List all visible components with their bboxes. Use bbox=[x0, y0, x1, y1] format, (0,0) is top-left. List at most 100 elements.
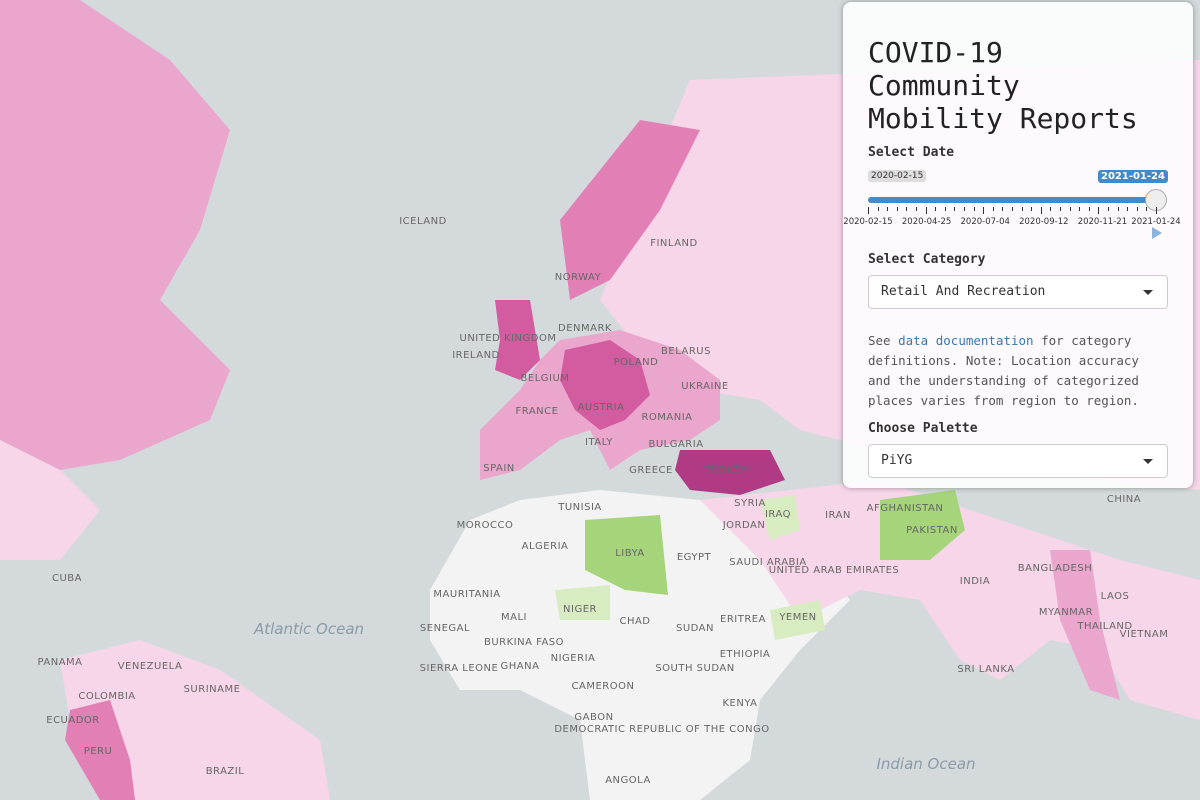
slider-tick-label: 2020-11-21 bbox=[1077, 217, 1128, 227]
date-slider[interactable]: 2020-02-15 2021-01-24 2020-02-15 2020-04-25… bbox=[843, 164, 1181, 239]
map-label: DENMARK bbox=[558, 323, 612, 334]
map-label: Atlantic Ocean bbox=[253, 620, 364, 638]
map-label: PERU bbox=[84, 746, 113, 757]
map-label: YEMEN bbox=[778, 612, 816, 623]
map-label: LIBYA bbox=[615, 548, 645, 559]
map-label: UNITED ARAB EMIRATES bbox=[769, 565, 900, 576]
map-label: INDIA bbox=[960, 576, 990, 587]
slider-minor-tick bbox=[868, 207, 869, 214]
documentation-link[interactable]: data documentation bbox=[898, 333, 1034, 348]
map-label: BANGLADESH bbox=[1018, 563, 1092, 574]
slider-minor-tick bbox=[944, 207, 946, 211]
category-select[interactable]: Retail And Recreation bbox=[868, 275, 1168, 309]
slider-minor-tick bbox=[1098, 207, 1100, 214]
slider-minor-tick bbox=[954, 207, 956, 211]
map-label: ITALY bbox=[585, 437, 613, 448]
map-label: MAURITANIA bbox=[433, 589, 500, 600]
map-label: EGYPT bbox=[677, 552, 712, 563]
map-label: IRELAND bbox=[452, 350, 500, 361]
map-label: PAKISTAN bbox=[906, 525, 958, 536]
map-label: JORDAN bbox=[722, 520, 766, 531]
map-label: CHINA bbox=[1107, 494, 1141, 505]
slider-minor-tick bbox=[1079, 207, 1081, 211]
map-label: THAILAND bbox=[1076, 621, 1132, 632]
note-prefix: See bbox=[868, 333, 899, 348]
map-label: LAOS bbox=[1101, 591, 1130, 602]
palette-select[interactable]: PiYG bbox=[868, 444, 1168, 478]
map-label: DEMOCRATIC REPUBLIC OF THE CONGO bbox=[554, 724, 769, 735]
slider-minor-tick bbox=[1108, 207, 1109, 211]
map-label: AFGHANISTAN bbox=[867, 503, 944, 514]
slider-minor-tick bbox=[1088, 207, 1090, 211]
date-label: Select Date bbox=[868, 145, 955, 160]
map-label: ROMANIA bbox=[641, 412, 692, 423]
slider-minor-tick bbox=[1146, 207, 1148, 211]
slider-minor-tick bbox=[983, 207, 985, 214]
map-label: MOROCCO bbox=[457, 520, 514, 531]
slider-minor-tick bbox=[964, 207, 965, 211]
slider-minor-tick bbox=[1117, 207, 1119, 211]
map-label: IRAN bbox=[825, 510, 851, 521]
map-label: NIGERIA bbox=[551, 653, 596, 664]
map-label: CHAD bbox=[619, 616, 650, 627]
slider-minor-tick bbox=[925, 207, 927, 214]
control-panel: COVID-19 Community Mobility Reports Sele… bbox=[843, 2, 1193, 488]
slider-minor-tick bbox=[1050, 207, 1052, 211]
map-label: SRI LANKA bbox=[957, 664, 1014, 675]
map-label: UNITED KINGDOM bbox=[460, 333, 557, 344]
slider-minor-tick bbox=[973, 207, 975, 211]
slider-minor-tick bbox=[916, 207, 917, 211]
category-label: Select Category bbox=[868, 252, 986, 267]
map-label: ALGERIA bbox=[522, 541, 569, 552]
map-label: BELARUS bbox=[661, 346, 711, 357]
slider-minor-tick bbox=[1040, 207, 1042, 214]
map-label: SENEGAL bbox=[420, 623, 470, 634]
slider-tick-label: 2020-04-25 bbox=[901, 217, 952, 227]
play-button[interactable] bbox=[1152, 227, 1162, 239]
slider-tick-label: 2020-02-15 bbox=[843, 217, 893, 227]
slider-minor-tick bbox=[1069, 207, 1071, 211]
slider-bar bbox=[868, 197, 1156, 203]
slider-minor-tick bbox=[935, 207, 937, 211]
map-label: GABON bbox=[574, 712, 613, 723]
slider-minor-tick bbox=[992, 207, 994, 211]
map-label: SUDAN bbox=[676, 623, 714, 634]
map-label: Indian Ocean bbox=[876, 755, 975, 773]
slider-tick-label: 2020-07-04 bbox=[960, 217, 1010, 227]
map-label: SYRIA bbox=[734, 498, 766, 509]
map-label: ERITREA bbox=[720, 614, 766, 625]
slider-minor-tick bbox=[1031, 207, 1033, 211]
slider-minor-tick bbox=[1060, 207, 1061, 211]
map-label: VENEZUELA bbox=[118, 661, 183, 672]
map-label: SOUTH SUDAN bbox=[655, 663, 734, 674]
slider-minor-tick bbox=[877, 207, 879, 211]
map-label: MALI bbox=[501, 612, 527, 623]
map-label: SPAIN bbox=[483, 463, 515, 474]
map-label: SURINAME bbox=[184, 684, 241, 695]
note-suffix: for category definitions. Note: Location… bbox=[868, 333, 1139, 408]
slider-minor-tick bbox=[887, 207, 889, 211]
map-label: NIGER bbox=[563, 604, 597, 615]
map-label: BULGARIA bbox=[648, 439, 703, 450]
map-label: BRAZIL bbox=[206, 766, 245, 777]
map-label: GREECE bbox=[629, 465, 673, 476]
panel-title: COVID-19 Community Mobility Reports bbox=[868, 36, 1138, 135]
slider-tick-label: 2020-09-12 bbox=[1019, 217, 1069, 227]
slider-minor-tick bbox=[1136, 207, 1138, 211]
map-label: CUBA bbox=[52, 573, 82, 584]
map-label: ETHIOPIA bbox=[720, 649, 771, 660]
slider-minor-tick bbox=[1002, 207, 1004, 211]
map-label: TUNISIA bbox=[557, 502, 602, 513]
map-label: SAUDI ARABIA bbox=[729, 557, 806, 568]
map-label: ANGOLA bbox=[605, 775, 651, 786]
map-label: PANAMA bbox=[37, 657, 82, 668]
map-label: IRAQ bbox=[765, 509, 791, 520]
map-label: AUSTRIA bbox=[578, 402, 625, 413]
slider-value-label: 2021-01-24 bbox=[1098, 170, 1168, 183]
slider-minor-tick bbox=[1127, 207, 1129, 211]
map-label: POLAND bbox=[614, 357, 659, 368]
slider-minor-tick bbox=[1021, 207, 1023, 211]
map-label: SIERRA LEONE bbox=[420, 663, 499, 674]
map-label: VIETNAM bbox=[1120, 629, 1169, 640]
